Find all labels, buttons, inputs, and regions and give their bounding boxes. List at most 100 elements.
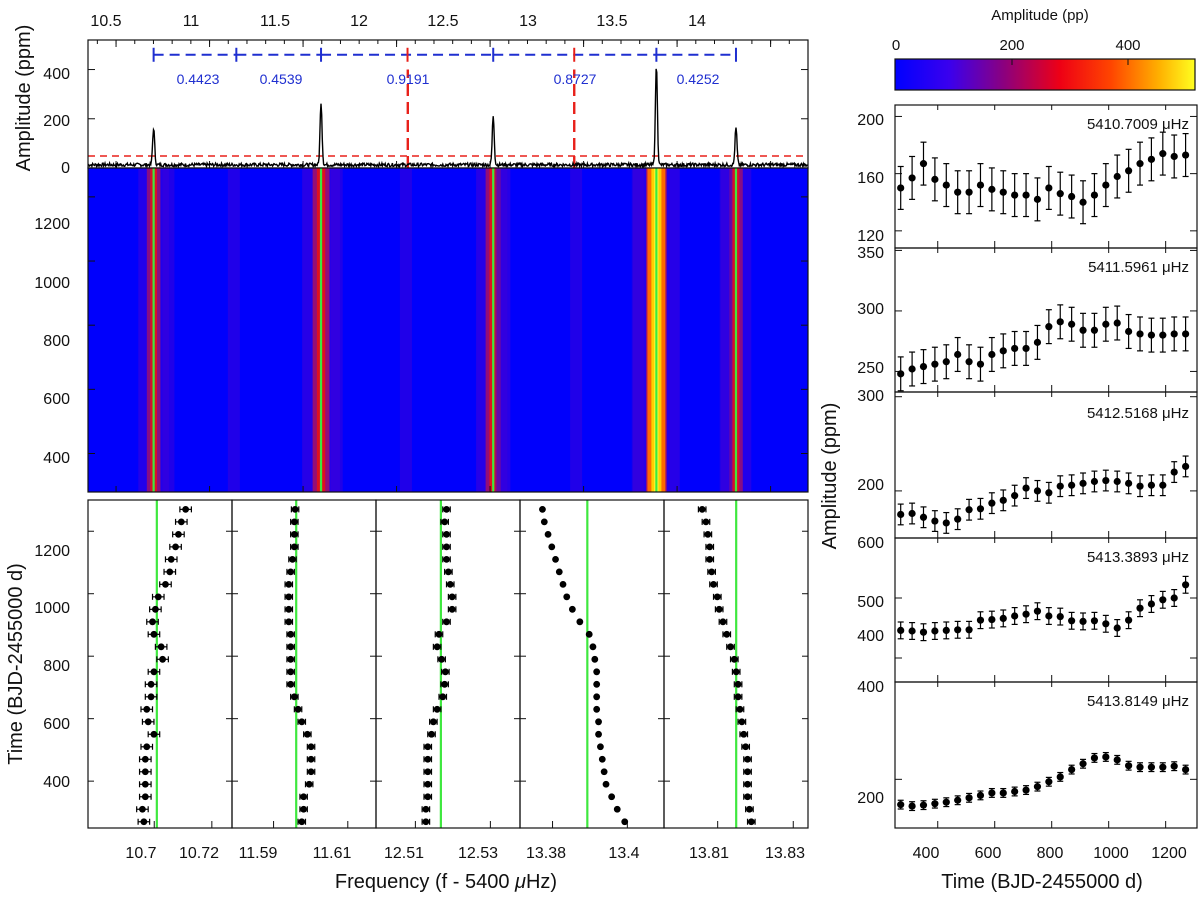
amplitude-data-point xyxy=(1068,617,1076,625)
heatmap-faint-streak xyxy=(330,168,343,492)
frequency-data-point xyxy=(715,605,723,613)
frequency-data-point xyxy=(307,743,315,751)
amplitude-data-point xyxy=(1068,766,1076,774)
frequency-data-point xyxy=(175,530,182,538)
frequency-data-point xyxy=(593,680,601,688)
frequency-data-point xyxy=(539,505,546,513)
frequency-data-point xyxy=(734,693,742,701)
frequency-data-point xyxy=(428,730,435,738)
frequency-data-point xyxy=(732,668,740,676)
amplitude-data-point xyxy=(1159,763,1167,771)
heatmap-y-tick-label: 1000 xyxy=(34,275,70,292)
amplitude-data-point xyxy=(1136,160,1144,168)
amplitude-data-point xyxy=(908,365,916,373)
frequency-data-point xyxy=(285,618,293,626)
amp-y-tick-label: 350 xyxy=(857,245,884,262)
amplitude-data-point xyxy=(1011,344,1019,353)
frequency-data-point xyxy=(613,805,621,813)
amplitude-data-point xyxy=(931,175,939,183)
amp-y-tick-label: 160 xyxy=(857,170,884,187)
amplitude-data-point xyxy=(919,801,928,809)
colorbar-gradient xyxy=(894,58,1196,91)
amplitude-data-point xyxy=(942,358,950,366)
spectrum-top-tick: 12 xyxy=(350,13,368,30)
frequency-data-point xyxy=(150,630,158,638)
freq-y-tick-label: 600 xyxy=(43,716,70,733)
time-y-axis-title: Time (BJD-2455000 d) xyxy=(5,563,27,765)
amplitude-data-point xyxy=(897,370,905,378)
frequency-data-point xyxy=(291,505,299,513)
frequency-data-point xyxy=(576,618,584,626)
amplitude-data-point xyxy=(942,626,950,635)
spectrum-top-tick: 11 xyxy=(183,13,200,30)
frequency-data-point xyxy=(435,630,443,638)
colorbar-tick-label: 400 xyxy=(1115,37,1140,54)
amplitude-data-point xyxy=(965,794,973,802)
frequency-data-point xyxy=(446,580,454,588)
frequency-data-point xyxy=(307,755,315,763)
frequency-data-point xyxy=(706,543,714,551)
amplitude-data-point xyxy=(1079,326,1087,334)
amp-y-tick-label: 500 xyxy=(857,594,884,611)
frequency-data-point xyxy=(441,680,449,688)
amplitude-data-point xyxy=(1079,760,1087,768)
amplitude-data-point xyxy=(1056,773,1064,781)
frequency-data-point xyxy=(305,780,313,788)
amplitude-data-point xyxy=(1068,192,1076,201)
heatmap-reference-lines xyxy=(152,168,738,492)
amplitude-data-point xyxy=(976,181,985,189)
spacing-markers xyxy=(152,47,737,62)
amplitude-data-point xyxy=(942,519,950,527)
frequency-data-point xyxy=(433,705,441,713)
frequency-data-point xyxy=(290,518,298,526)
amplitude-data-point xyxy=(1113,477,1121,486)
spectrum-top-tick-marks xyxy=(96,40,809,168)
amplitude-data-point xyxy=(1170,594,1178,602)
frequency-data-point xyxy=(443,530,450,538)
amplitude-data-point xyxy=(976,616,985,624)
frequency-data-point xyxy=(290,530,298,538)
amp-y-tick-label: 120 xyxy=(857,228,884,245)
amplitude-data-point xyxy=(1147,331,1156,339)
amplitude-data-point xyxy=(999,496,1007,504)
frequency-data-point xyxy=(298,718,306,726)
frequency-data-point xyxy=(441,518,449,526)
amp-y-axis-title: Amplitude (ppm) xyxy=(819,403,841,550)
amplitude-data-point xyxy=(1182,151,1190,159)
frequency-data-point xyxy=(166,568,174,576)
frequency-data-point xyxy=(141,793,149,801)
frequency-data-point xyxy=(713,593,721,601)
amplitude-data-point xyxy=(1170,152,1178,161)
frequency-data-point xyxy=(441,668,449,676)
amplitude-data-point xyxy=(1033,783,1042,791)
frequency-data-point xyxy=(548,543,556,551)
frequency-data-point xyxy=(600,768,608,776)
frequency-data-point xyxy=(147,680,155,688)
spectrum-panel: 10.5 11 11.5 12 12.5 13 13.5 14 0.4423 0… xyxy=(13,13,809,177)
heatmap-faint-streak xyxy=(631,168,644,492)
frequency-data-point xyxy=(167,555,175,563)
freq-tick-label: 10.7 xyxy=(125,845,156,862)
amplitude-data-point xyxy=(999,188,1007,196)
frequency-data-point xyxy=(300,805,308,813)
amplitude-data-point xyxy=(919,160,928,168)
amp-x-tick-label: 400 xyxy=(913,845,940,862)
frequency-data-point xyxy=(443,555,450,563)
freq-tick-label: 12.51 xyxy=(384,845,424,862)
spacing-label: 0.4423 xyxy=(177,71,220,87)
amplitude-data-point xyxy=(1022,610,1030,618)
amplitude-panels xyxy=(894,104,1198,829)
frequency-data-point xyxy=(540,518,548,526)
heatmap-panel: 400 600 800 1000 1200 xyxy=(34,167,809,493)
amplitude-data-point xyxy=(1068,320,1076,328)
amplitude-data-point xyxy=(1045,778,1053,786)
frequency-panel xyxy=(663,499,809,829)
frequency-data-point xyxy=(591,655,599,663)
amplitude-data-point xyxy=(1159,150,1167,158)
frequency-panels xyxy=(87,499,809,829)
frequency-data-point xyxy=(704,530,712,538)
amplitude-data-point xyxy=(976,505,985,513)
amp-panel-label: 5413.3893 μHz xyxy=(1087,549,1189,566)
spectrum-top-tick: 11.5 xyxy=(260,13,290,30)
frequency-x-axis-title: Frequency (f - 5400 μHz) xyxy=(335,871,557,893)
